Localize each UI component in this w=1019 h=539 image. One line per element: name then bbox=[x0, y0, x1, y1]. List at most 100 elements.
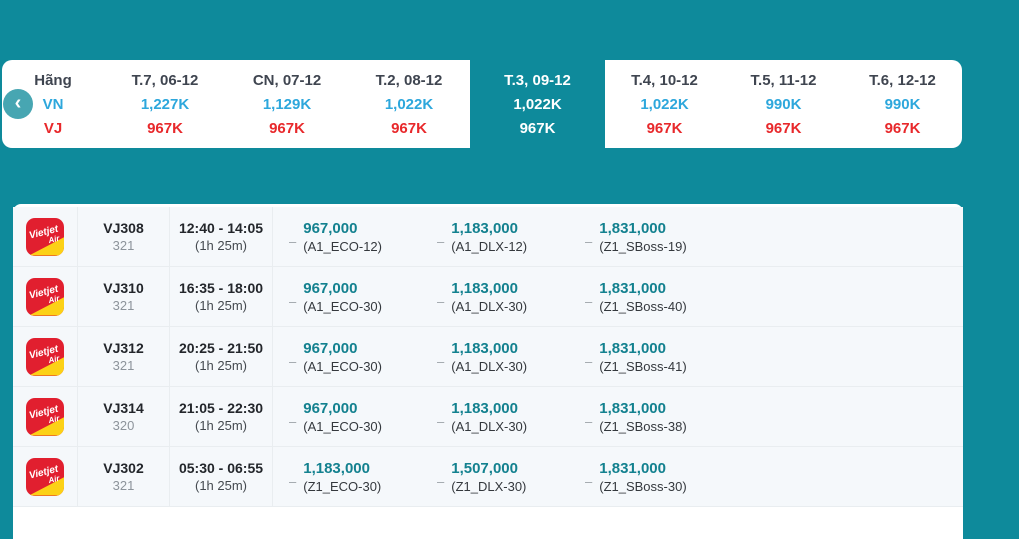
fare-class: (A1_DLX-30) bbox=[451, 358, 528, 374]
fare-option[interactable]: – 1,183,000 (A1_DLX-30) bbox=[437, 399, 585, 435]
flight-row: Vietjet Air VJ312 321 20:25 - 21:50 (1h … bbox=[13, 327, 963, 387]
fare-price: 1,183,000 bbox=[451, 339, 518, 357]
fare-class: (Z1_DLX-30) bbox=[451, 478, 527, 494]
fare-option[interactable]: – 967,000 (A1_ECO-30) bbox=[289, 279, 437, 315]
previous-dates-button[interactable]: ‹ bbox=[3, 89, 33, 119]
fare-price: 1,183,000 bbox=[451, 399, 518, 417]
vietjet-logo-text: Vietjet Air bbox=[28, 223, 61, 249]
fare-option[interactable]: – 1,831,000 (Z1_SBoss-30) bbox=[585, 459, 733, 495]
fare-class: (A1_DLX-30) bbox=[451, 298, 528, 314]
dash-icon: – bbox=[437, 414, 445, 429]
fare-price: 1,831,000 bbox=[599, 219, 666, 237]
fare-price: 967,000 bbox=[303, 279, 358, 297]
dash-icon: – bbox=[585, 294, 593, 309]
flight-number-cell: VJ310 321 bbox=[78, 267, 170, 326]
fare-text: 1,831,000 (Z1_SBoss-41) bbox=[599, 339, 686, 375]
date-label: Hãng bbox=[34, 72, 72, 89]
aircraft-type: 321 bbox=[112, 358, 135, 373]
vn-price: 1,227K bbox=[140, 96, 190, 113]
fare-option[interactable]: – 1,831,000 (Z1_SBoss-38) bbox=[585, 399, 733, 435]
aircraft-type: 321 bbox=[112, 478, 135, 493]
fare-option[interactable]: – 1,183,000 (A1_DLX-30) bbox=[437, 279, 585, 315]
date-tab[interactable]: T.6, 12-12 990K 967K bbox=[843, 60, 962, 148]
fare-price: 1,831,000 bbox=[599, 279, 666, 297]
vietjet-logo-text: Vietjet Air bbox=[28, 343, 61, 369]
fare-options: – 967,000 (A1_ECO-30) – 1,183,000 (A1_DL… bbox=[273, 387, 963, 446]
time-range: 12:40 - 14:05 bbox=[178, 220, 264, 236]
fare-price: 1,183,000 bbox=[451, 279, 518, 297]
time-range: 21:05 - 22:30 bbox=[178, 400, 264, 416]
fare-option[interactable]: – 1,507,000 (Z1_DLX-30) bbox=[437, 459, 585, 495]
fare-class: (A1_ECO-30) bbox=[303, 418, 382, 434]
vn-price: VN bbox=[42, 96, 64, 113]
fare-option[interactable]: – 1,831,000 (Z1_SBoss-40) bbox=[585, 279, 733, 315]
fare-options: – 967,000 (A1_ECO-12) – 1,183,000 (A1_DL… bbox=[273, 207, 963, 266]
aircraft-type: 321 bbox=[112, 238, 135, 253]
flight-row: Vietjet Air VJ314 320 21:05 - 22:30 (1h … bbox=[13, 387, 963, 447]
vietjet-logo-text: Vietjet Air bbox=[28, 463, 61, 489]
fare-price: 967,000 bbox=[303, 219, 358, 237]
flight-results-table: Vietjet Air VJ308 321 12:40 - 14:05 (1h … bbox=[13, 204, 963, 539]
dash-icon: – bbox=[289, 474, 297, 489]
flight-number: VJ314 bbox=[103, 400, 144, 416]
vn-price: 1,022K bbox=[384, 96, 434, 113]
date-tab-selected[interactable]: T.3, 09-12 1,022K 967K bbox=[470, 60, 605, 148]
fare-price: 1,831,000 bbox=[599, 459, 666, 477]
fare-price: 1,183,000 bbox=[451, 219, 518, 237]
chevron-left-icon: ‹ bbox=[14, 91, 22, 114]
fare-option[interactable]: – 967,000 (A1_ECO-12) bbox=[289, 219, 437, 255]
flight-number-cell: VJ302 321 bbox=[78, 447, 170, 506]
vj-price: 967K bbox=[147, 120, 183, 137]
fare-option[interactable]: – 967,000 (A1_ECO-30) bbox=[289, 339, 437, 375]
fare-price: 1,831,000 bbox=[599, 399, 666, 417]
airline-logo-cell: Vietjet Air bbox=[13, 447, 78, 506]
vj-price: VJ bbox=[43, 120, 63, 137]
date-tab[interactable]: T.4, 10-12 1,022K 967K bbox=[605, 60, 724, 148]
dash-icon: – bbox=[289, 414, 297, 429]
fare-option[interactable]: – 1,183,000 (A1_DLX-30) bbox=[437, 339, 585, 375]
fare-option[interactable]: – 967,000 (A1_ECO-30) bbox=[289, 399, 437, 435]
fare-class: (Z1_SBoss-38) bbox=[599, 418, 687, 434]
date-label: T.6, 12-12 bbox=[869, 72, 936, 89]
fare-class: (A1_ECO-30) bbox=[303, 298, 382, 314]
time-cell: 12:40 - 14:05 (1h 25m) bbox=[170, 207, 273, 266]
fare-price: 1,507,000 bbox=[451, 459, 518, 477]
fare-price: 1,831,000 bbox=[599, 339, 666, 357]
fare-option[interactable]: – 1,831,000 (Z1_SBoss-19) bbox=[585, 219, 733, 255]
vietjet-logo: Vietjet Air bbox=[26, 217, 64, 256]
fare-class: (A1_ECO-30) bbox=[303, 358, 382, 374]
airline-logo-cell: Vietjet Air bbox=[13, 267, 78, 326]
fare-text: 1,183,000 (Z1_ECO-30) bbox=[303, 459, 381, 495]
flight-row: Vietjet Air VJ302 321 05:30 - 06:55 (1h … bbox=[13, 447, 963, 507]
date-tab[interactable]: T.5, 11-12 990K 967K bbox=[724, 60, 843, 148]
date-label: CN, 07-12 bbox=[252, 72, 322, 89]
fare-option[interactable]: – 1,183,000 (A1_DLX-12) bbox=[437, 219, 585, 255]
fare-option[interactable]: – 1,183,000 (Z1_ECO-30) bbox=[289, 459, 437, 495]
date-tab[interactable]: T.2, 08-12 1,022K 967K bbox=[348, 60, 470, 148]
date-label: T.4, 10-12 bbox=[631, 72, 698, 89]
dash-icon: – bbox=[437, 234, 445, 249]
airline-logo-cell: Vietjet Air bbox=[13, 207, 78, 266]
date-label: T.3, 09-12 bbox=[504, 72, 571, 89]
fare-class: (A1_DLX-30) bbox=[451, 418, 528, 434]
flight-number: VJ310 bbox=[103, 280, 144, 296]
fare-text: 1,183,000 (A1_DLX-30) bbox=[451, 279, 527, 315]
time-range: 16:35 - 18:00 bbox=[178, 280, 264, 296]
fare-text: 1,183,000 (A1_DLX-30) bbox=[451, 339, 527, 375]
duration: (1h 25m) bbox=[194, 238, 248, 253]
vn-price: 1,022K bbox=[640, 96, 689, 113]
dash-icon: – bbox=[585, 414, 593, 429]
date-tab[interactable]: T.7, 06-12 1,227K 967K bbox=[104, 60, 226, 148]
fare-text: 967,000 (A1_ECO-30) bbox=[303, 399, 382, 435]
dash-icon: – bbox=[585, 474, 593, 489]
date-tab[interactable]: CN, 07-12 1,129K 967K bbox=[226, 60, 348, 148]
flight-row: Vietjet Air VJ310 321 16:35 - 18:00 (1h … bbox=[13, 267, 963, 327]
time-range: 20:25 - 21:50 bbox=[178, 340, 264, 356]
vj-price: 967K bbox=[884, 120, 921, 137]
fare-text: 1,831,000 (Z1_SBoss-30) bbox=[599, 459, 686, 495]
fare-option[interactable]: – 1,831,000 (Z1_SBoss-41) bbox=[585, 339, 733, 375]
dash-icon: – bbox=[585, 354, 593, 369]
dash-icon: – bbox=[289, 294, 297, 309]
time-range: 05:30 - 06:55 bbox=[178, 460, 264, 476]
aircraft-type: 321 bbox=[112, 298, 135, 313]
